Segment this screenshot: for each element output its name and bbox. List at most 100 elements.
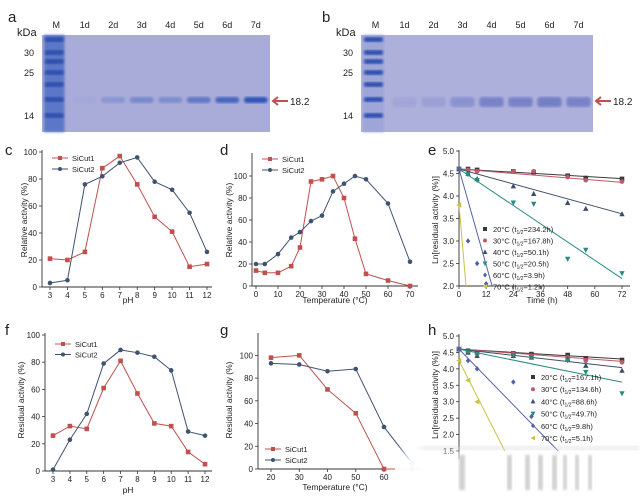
legend-temp: 70°C (t <box>541 434 565 443</box>
panel-letter: f <box>5 322 10 339</box>
protein-band <box>479 97 504 107</box>
data-point <box>456 202 462 208</box>
legend-half-life: =50.1h) <box>523 248 549 257</box>
data-point <box>583 205 589 211</box>
series-line <box>49 156 208 284</box>
data-point <box>530 435 535 441</box>
series-SiCut2 <box>268 361 415 466</box>
data-point <box>385 278 391 283</box>
data-point <box>168 368 174 373</box>
y-tick-label: 0 <box>243 282 248 291</box>
y-tick-label: 0 <box>249 465 254 474</box>
y-axis-label: Residual activity (%) <box>224 361 234 438</box>
y-tick-label: 40 <box>28 229 37 238</box>
y-axis-label: Ln[residual activity (%)] <box>430 176 440 264</box>
legend-label: 70°C (t1/2=5.1h) <box>541 434 593 445</box>
panel-letter: d <box>220 142 228 159</box>
fit-line <box>458 360 506 452</box>
data-point <box>325 368 330 374</box>
y-tick-label: 40 <box>31 413 40 422</box>
x-tick-label: 8 <box>135 291 140 300</box>
legend-half-life: =20.5h) <box>523 260 549 269</box>
y-axis-label: Relative activity (%) <box>224 183 234 258</box>
data-point <box>531 168 537 174</box>
fit-line <box>458 348 559 452</box>
data-point <box>101 361 106 366</box>
legend-label: 40°C (t1/2=50.1h) <box>493 248 550 259</box>
chart-panel-g: g 20 30 40 50 60 0 20 40 60 80 100 Temperature (°C) R… <box>220 322 420 492</box>
data-point <box>482 261 488 267</box>
x-tick-label: 12 <box>482 290 491 299</box>
x-tick-label: 0 <box>457 290 462 299</box>
data-point <box>169 229 175 234</box>
data-point <box>583 177 589 183</box>
data-point <box>185 449 191 455</box>
data-point <box>135 391 140 396</box>
x-axis-label: pH <box>123 295 134 305</box>
data-point <box>474 351 480 357</box>
legend-half-life: =3.9h) <box>523 271 545 280</box>
legend-temp: 20°C (t <box>493 225 517 234</box>
plot-area <box>50 347 208 472</box>
data-point <box>117 153 123 159</box>
legend-subscript: 1/2 <box>516 288 523 294</box>
fit-line <box>458 348 623 383</box>
lane-label: 4d <box>486 20 496 30</box>
data-point <box>564 199 571 206</box>
marker-band <box>364 70 383 75</box>
lane-label: 4d <box>165 20 175 30</box>
blur-stripe <box>563 455 567 490</box>
blur-stripe <box>575 455 579 490</box>
x-axis-label: Temperature (°C) <box>302 482 367 492</box>
data-point <box>82 249 88 255</box>
data-point <box>474 177 480 184</box>
data-point <box>61 352 65 357</box>
legend-temp: 70°C (t <box>493 283 517 292</box>
x-tick-label: 60 <box>380 473 389 482</box>
data-point <box>135 350 140 355</box>
data-point <box>118 347 123 353</box>
data-point <box>330 173 336 179</box>
protein-band <box>450 97 475 107</box>
protein-band <box>129 97 154 103</box>
data-point <box>341 181 347 186</box>
unit-label: kDa <box>336 27 356 39</box>
x-tick-label: 5 <box>83 291 88 300</box>
series-SiCut1 <box>47 153 210 270</box>
data-point <box>152 421 157 426</box>
legend-half-life: =167.1h) <box>571 373 601 382</box>
data-point <box>510 183 517 189</box>
data-point <box>268 355 274 360</box>
series-30-C-t1-2-167-8h- <box>456 166 625 184</box>
legend-label: SiCut2 <box>282 166 305 175</box>
data-point <box>363 177 369 182</box>
y-tick-label: 0 <box>36 467 41 476</box>
lane-label: 6d <box>544 20 554 30</box>
data-point <box>253 268 259 273</box>
data-point <box>185 429 191 434</box>
x-tick-label: 9 <box>152 475 157 484</box>
data-point <box>407 283 413 289</box>
data-point <box>65 277 70 283</box>
lane-label: M <box>372 20 380 30</box>
data-point <box>352 236 358 241</box>
legend-label: 50°C (t1/2=20.5h) <box>493 260 550 271</box>
data-point <box>50 433 56 438</box>
legend-temp: 60°C (t <box>493 271 517 280</box>
y-tick-label: 2.0 <box>443 282 455 291</box>
series-line <box>270 362 413 464</box>
x-tick-label: 30 <box>295 473 304 482</box>
arrow-icon <box>271 96 288 106</box>
data-point <box>619 179 625 184</box>
data-point <box>288 263 294 269</box>
data-point <box>619 211 625 217</box>
x-tick-label: 11 <box>185 291 194 300</box>
legend-label: 60°C (t1/2=9.8h) <box>541 422 593 433</box>
data-point <box>118 358 123 364</box>
marker-size-label: 30 <box>24 48 34 58</box>
y-tick-label: 0 <box>33 283 38 292</box>
marker-band <box>364 97 383 102</box>
chart-panel-f: f 3 4 5 6 7 8 9 10 11 12 0 20 40 60 80 100 pH Residual act… <box>5 322 212 495</box>
